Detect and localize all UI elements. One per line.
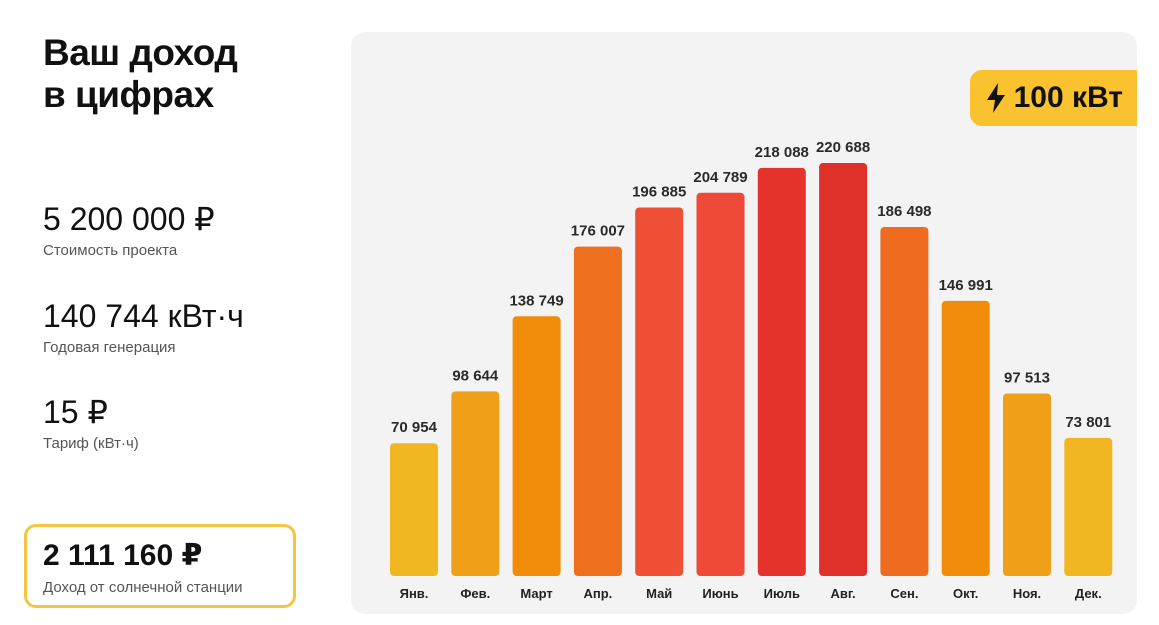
income-card: 2 111 160 ₽ Доход от солнечной станции (24, 524, 296, 608)
bar-12 (1064, 437, 1113, 576)
bar-4 (573, 246, 622, 576)
bar-value-label: 146 991 (939, 277, 993, 294)
stat-label: Тариф (кВт·ч) (43, 435, 139, 452)
monthly-income-chart: 70 954 Янв. 98 644 Фев. 138 749 Март 176 007 Ап… (390, 139, 1113, 601)
bar-value-label: 70 954 (391, 419, 438, 436)
stat-annual-generation: 140 744 кВт·ч Годовая генерация (43, 297, 244, 356)
bar-value-label: 176 007 (571, 223, 625, 240)
bar-6 (696, 192, 745, 577)
bar-value-label: 218 088 (755, 144, 809, 161)
bar-8 (819, 163, 868, 576)
stat-project-cost: 5 200 000 ₽ Стоимость проекта (43, 200, 215, 259)
stat-label: Стоимость проекта (43, 242, 178, 259)
bar-5 (635, 207, 684, 576)
title-line-1: Ваш доход (43, 32, 238, 73)
bar-11 (1003, 393, 1051, 576)
stat-value: 5 200 000 ₽ (43, 201, 215, 237)
bar-value-label: 186 498 (877, 203, 931, 220)
bar-value-label: 196 885 (632, 184, 686, 201)
stat-value: 15 ₽ (43, 394, 108, 430)
bar-value-label: 138 749 (509, 292, 563, 309)
x-tick-label: Дек. (1075, 586, 1102, 601)
x-tick-label: Сен. (890, 586, 918, 601)
page-title: Ваш доход в цифрах (43, 32, 238, 116)
x-tick-label: Фев. (460, 586, 490, 601)
bar-value-label: 73 801 (1065, 414, 1111, 431)
x-tick-label: Окт. (953, 586, 978, 601)
x-tick-label: Янв. (400, 586, 429, 601)
x-tick-label: Авг. (831, 586, 856, 601)
x-tick-label: Июль (764, 586, 800, 601)
stat-tariff: 15 ₽ Тариф (кВт·ч) (43, 393, 139, 452)
bar-value-label: 98 644 (452, 367, 499, 384)
x-tick-label: Ноя. (1013, 586, 1041, 601)
bar-value-label: 204 789 (693, 169, 747, 186)
stat-label: Годовая генерация (43, 339, 176, 356)
power-badge-text: 100 кВт (1013, 81, 1123, 114)
title-line-2: в цифрах (43, 74, 214, 115)
x-tick-label: Май (646, 586, 672, 601)
stat-value: 140 744 кВт·ч (43, 298, 244, 334)
x-tick-label: Апр. (584, 586, 613, 601)
x-tick-label: Июнь (702, 586, 738, 601)
bar-1 (390, 443, 438, 576)
income-label: Доход от солнечной станции (43, 579, 243, 596)
bar-9 (880, 227, 929, 576)
bar-10 (941, 300, 990, 576)
bar-value-label: 220 688 (816, 139, 870, 156)
chart-panel: 70 954 Янв. 98 644 Фев. 138 749 Март 176 007 Ап… (351, 32, 1137, 614)
income-value: 2 111 160 ₽ (43, 539, 203, 572)
lightning-icon (986, 83, 1005, 113)
bar-7 (757, 167, 806, 576)
bar-2 (451, 391, 500, 576)
bar-3 (512, 316, 561, 576)
power-badge: 100 кВт (969, 70, 1137, 126)
bar-value-label: 97 513 (1004, 370, 1050, 387)
x-tick-label: Март (520, 586, 552, 601)
